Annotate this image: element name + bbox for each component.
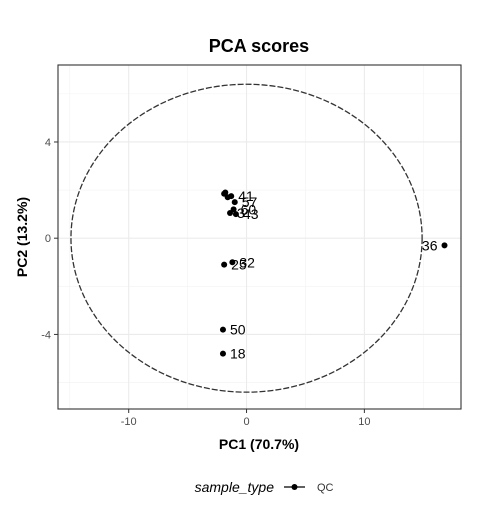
y-tick-label: 4 (45, 137, 51, 149)
x-tick-label: 0 (243, 416, 249, 428)
point-label: 36 (422, 237, 438, 253)
data-point (222, 189, 229, 196)
legend: sample_type QC (195, 479, 334, 495)
x-tick-label: 10 (358, 416, 370, 428)
data-point (219, 350, 226, 357)
point-label: 32 (239, 254, 255, 270)
point-label: 43 (243, 206, 259, 222)
y-tick-label: -4 (41, 329, 51, 341)
point-label: 60 (241, 201, 257, 217)
minor-gridlines (58, 65, 461, 409)
data-point (228, 193, 235, 200)
panel-border (57, 64, 462, 410)
legend-key-point (291, 484, 298, 490)
data-point (232, 211, 239, 218)
x-tick-label: -10 (121, 416, 137, 428)
data-point (441, 242, 448, 249)
data-point (227, 209, 234, 216)
data-point (219, 326, 226, 333)
y-axis-ticks: -4 0 4 (41, 137, 58, 341)
legend-title: sample_type (195, 479, 275, 495)
x-axis-title: PC1 (70.7%) (219, 436, 299, 452)
data-points (219, 189, 448, 357)
point-label: 3 (237, 205, 245, 221)
point-label: 57 (242, 194, 258, 210)
legend-label-qc: QC (317, 482, 334, 494)
y-axis-title: PC2 (13.2%) (14, 197, 30, 277)
data-point (231, 199, 238, 206)
data-point (221, 261, 228, 268)
confidence-ellipse (70, 83, 423, 393)
point-label: 25 (231, 257, 247, 273)
point-label: 18 (230, 346, 246, 362)
x-axis-ticks: -10 0 10 (121, 409, 370, 428)
point-label: 50 (230, 322, 246, 338)
point-label: 41 (238, 188, 254, 204)
major-gridlines (58, 65, 461, 409)
chart-title: PCA scores (209, 36, 309, 56)
data-point (229, 259, 236, 266)
y-tick-label: 0 (45, 233, 51, 245)
